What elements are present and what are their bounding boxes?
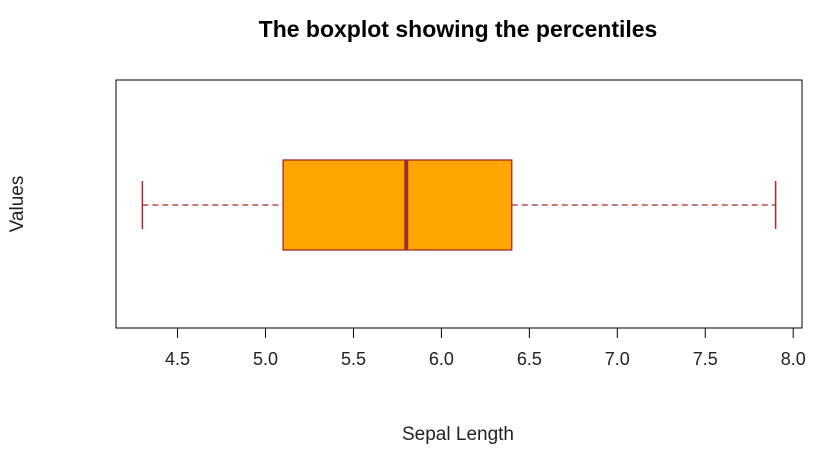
box-plot <box>141 159 777 251</box>
x-axis-label: Sepal Length <box>402 424 514 445</box>
x-tick-label: 4.5 <box>165 349 190 369</box>
y-axis-label: Values <box>7 176 28 233</box>
x-tick-label: 8.0 <box>781 349 806 369</box>
x-tick-label: 6.5 <box>517 349 542 369</box>
x-axis: 4.5 5.0 5.5 6.0 6.5 7.0 7.5 8.0 <box>165 327 806 369</box>
x-tick-label: 7.5 <box>693 349 718 369</box>
x-tick-label: 7.0 <box>605 349 630 369</box>
x-tick-label: 6.0 <box>429 349 454 369</box>
x-tick-label: 5.5 <box>341 349 366 369</box>
chart-title: The boxplot showing the percentiles <box>259 16 658 42</box>
x-tick-label: 5.0 <box>253 349 278 369</box>
interquartile-box <box>282 159 513 251</box>
